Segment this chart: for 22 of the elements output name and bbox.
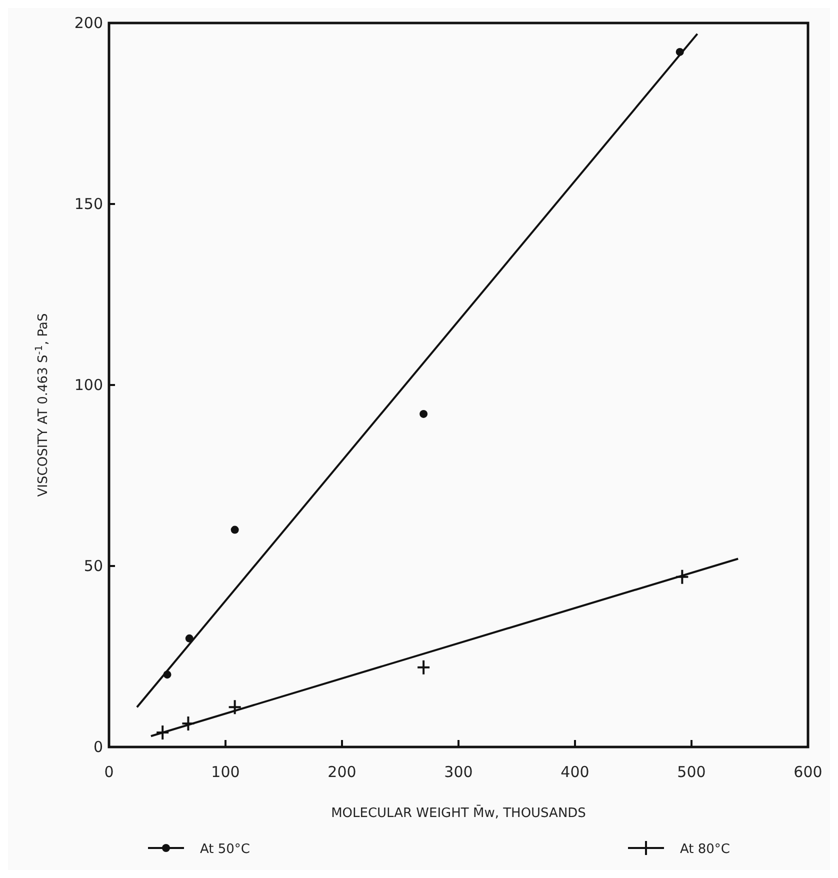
- y-tick-label: 0: [93, 738, 103, 756]
- x-tick-label: 500: [677, 763, 706, 781]
- y-tick-label: 150: [74, 195, 103, 213]
- x-tick-label: 600: [794, 763, 822, 781]
- x-tick-label: 100: [211, 763, 240, 781]
- y-tick-label: 100: [74, 376, 103, 394]
- point: [416, 659, 431, 676]
- point: [230, 526, 239, 534]
- x-tick-label: 200: [328, 763, 356, 781]
- point: [420, 410, 428, 418]
- x-tick-label: 300: [444, 763, 473, 781]
- x-axis-title: MOLECULAR WEIGHT M̄w, THOUSANDS: [331, 804, 586, 821]
- y-tick-label: 200: [74, 14, 103, 32]
- x-tick-label: 0: [104, 763, 114, 781]
- x-tick-label: 400: [560, 763, 590, 781]
- point: [675, 568, 690, 585]
- legend-label: At 80°C: [680, 842, 730, 857]
- point: [156, 724, 170, 741]
- point: [228, 699, 242, 716]
- legend-label: At 50°C: [200, 842, 250, 857]
- point: [181, 715, 196, 732]
- y-tick-label: 50: [84, 557, 103, 575]
